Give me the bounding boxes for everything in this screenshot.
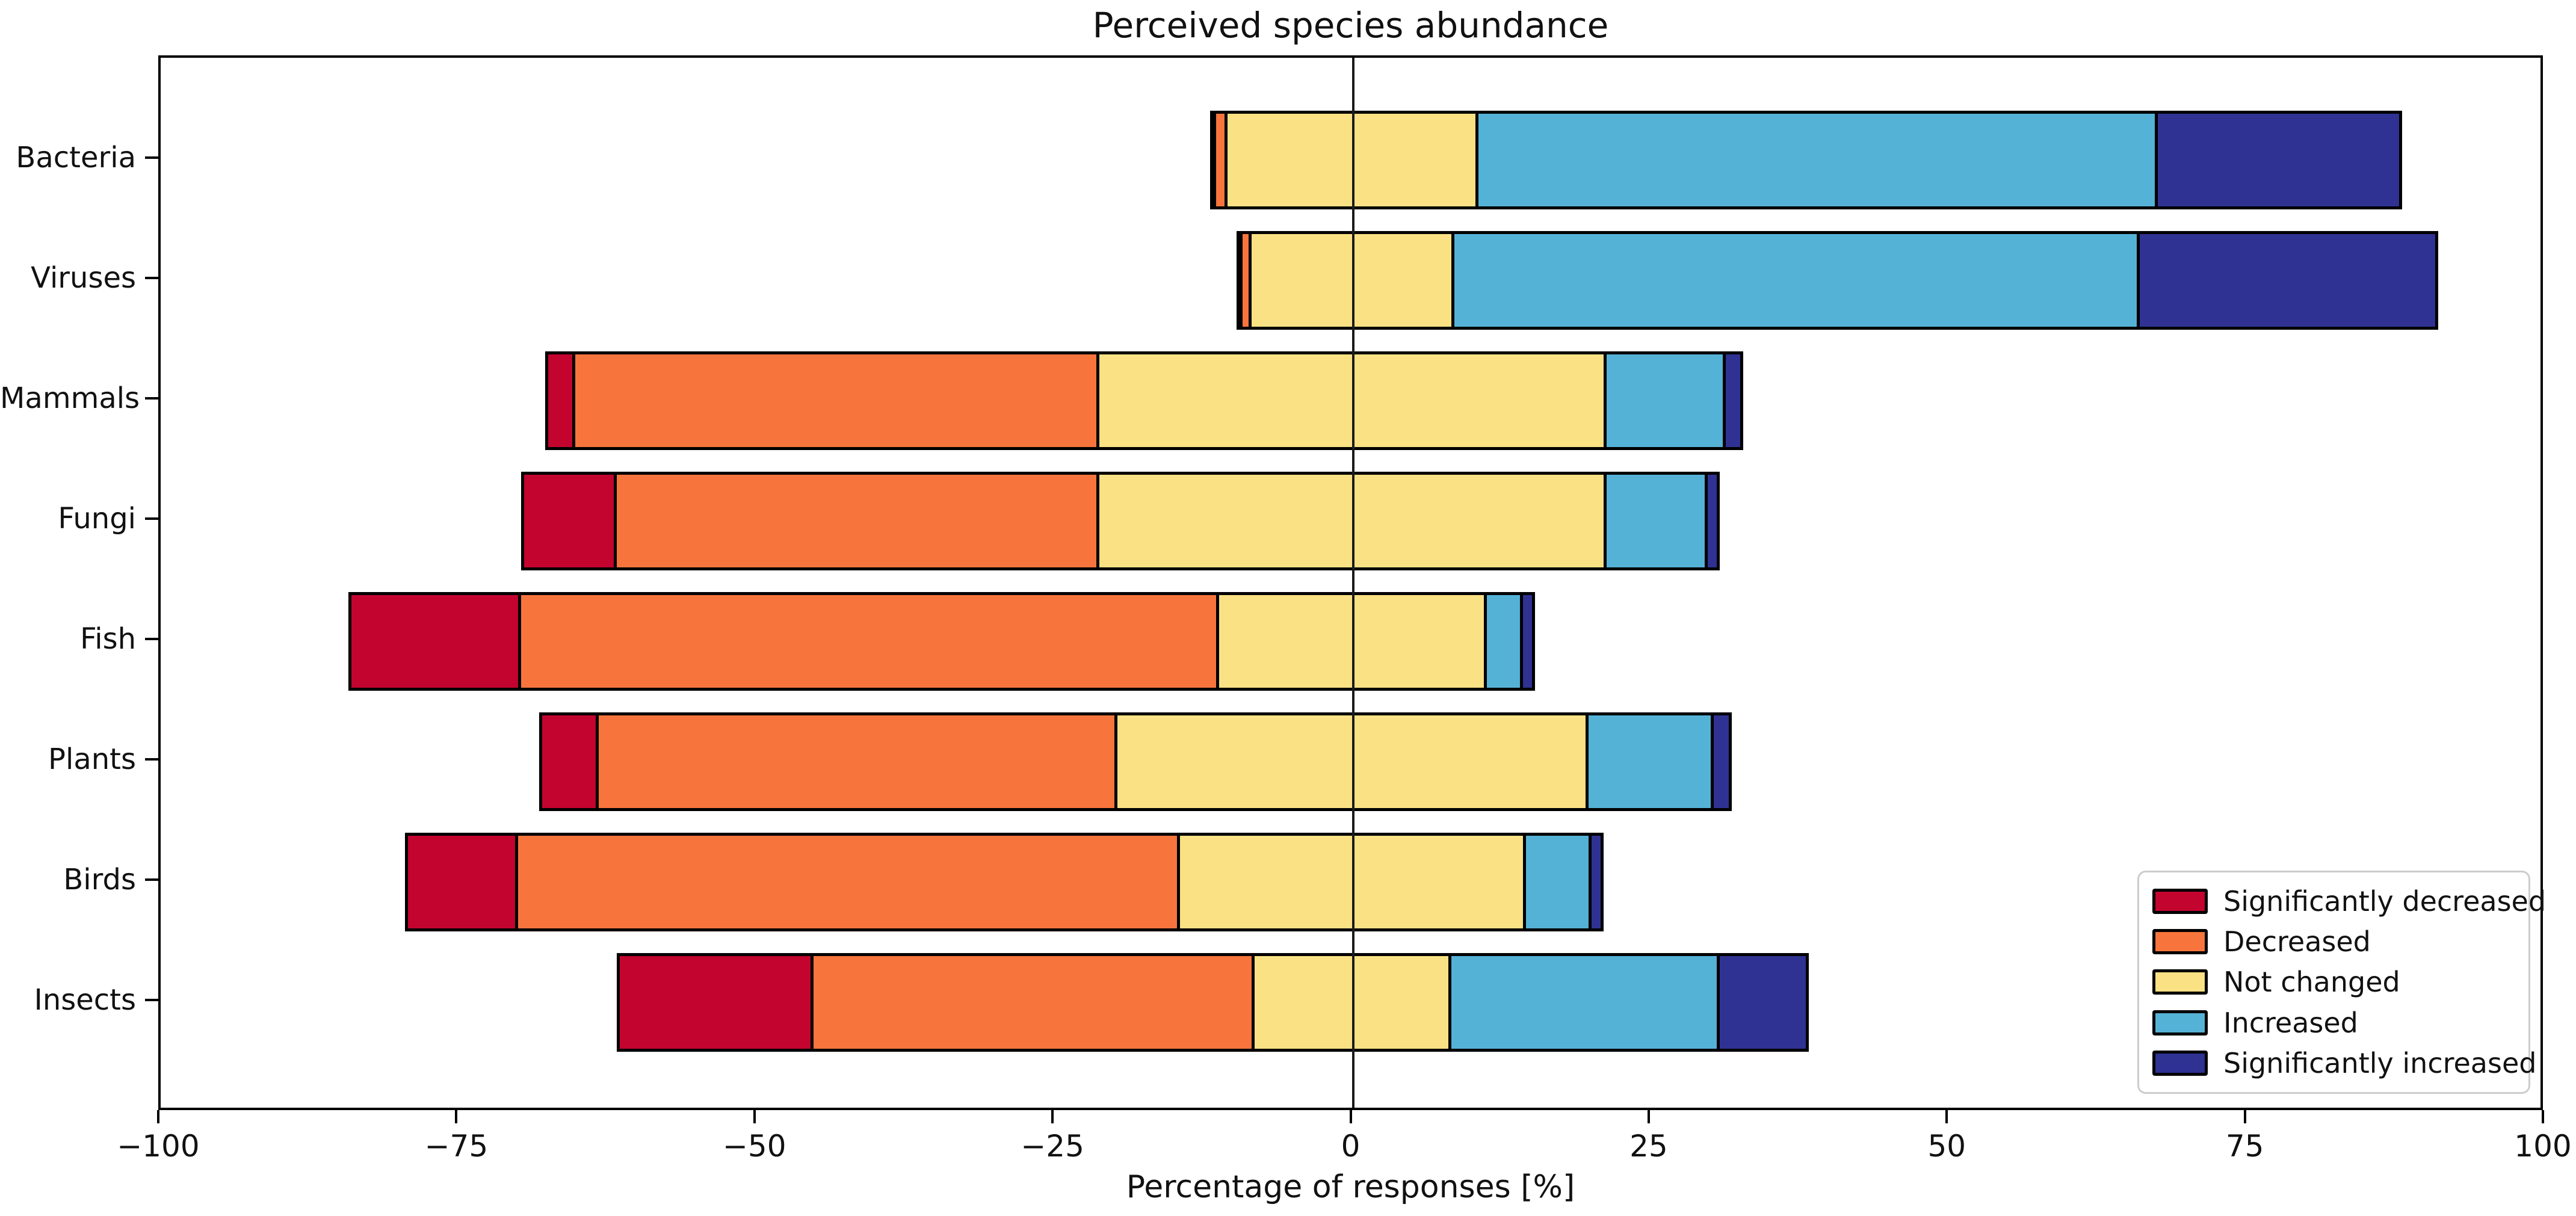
x-tick-label: −25 <box>1021 1129 1084 1164</box>
x-tick-label: 100 <box>2514 1129 2572 1164</box>
x-tick-mark <box>1647 1110 1650 1123</box>
bar-segment-increased <box>1604 351 1726 450</box>
legend-swatch <box>2152 1051 2208 1076</box>
bar-segment-significantly-decreased <box>539 712 599 811</box>
x-tick-label: −100 <box>117 1129 200 1164</box>
y-tick-mark <box>145 517 158 520</box>
bar-segment-decreased <box>811 953 1255 1052</box>
bar-segment-not-changed <box>1177 833 1526 931</box>
bar-segment-decreased <box>518 592 1219 691</box>
bar-segment-significantly-increased <box>1717 953 1809 1052</box>
legend-label: Significantly increased <box>2223 1047 2537 1080</box>
bar-segment-not-changed <box>1096 351 1607 450</box>
bar-segment-significantly-decreased <box>617 953 814 1052</box>
bar-row-fungi <box>161 472 2545 570</box>
x-tick-label: 75 <box>2225 1129 2264 1164</box>
y-tick-mark <box>145 397 158 400</box>
bar-segment-increased <box>1604 472 1708 570</box>
x-tick-mark <box>2542 1110 2544 1123</box>
bar-segment-significantly-increased <box>2137 231 2438 330</box>
bar-row-bacteria <box>161 111 2545 209</box>
legend-swatch <box>2152 929 2208 955</box>
x-tick-label: −75 <box>424 1129 489 1164</box>
legend-swatch <box>2152 1010 2208 1035</box>
bar-row-plants <box>161 712 2545 811</box>
bar-row-viruses <box>161 231 2545 330</box>
legend: Significantly decreased Decreased Not chan… <box>2137 871 2546 1094</box>
bar-segment-significantly-increased <box>1520 592 1535 691</box>
x-tick-label: 0 <box>1341 1129 1361 1164</box>
x-tick-label: 50 <box>1927 1129 1966 1164</box>
x-tick-mark <box>2243 1110 2246 1123</box>
y-tick-mark <box>145 758 158 761</box>
x-tick-mark <box>455 1110 458 1123</box>
x-tick-mark <box>1349 1110 1352 1123</box>
bar-row-birds <box>161 833 2545 931</box>
bar-segment-decreased <box>572 351 1099 450</box>
legend-swatch <box>2152 888 2208 914</box>
legend-label: Not changed <box>2223 966 2400 999</box>
bar-segment-not-changed <box>1249 231 1454 330</box>
y-tick-label-viruses: Viruses <box>31 261 136 295</box>
bar-segment-significantly-decreased <box>545 351 575 450</box>
x-tick-mark <box>1945 1110 1948 1123</box>
legend-entry-significantly-decreased: Significantly decreased <box>2152 885 2546 918</box>
bar-segment-decreased <box>614 472 1099 570</box>
x-tick-mark <box>1051 1110 1054 1123</box>
plot-area <box>158 55 2543 1110</box>
y-tick-label-mammals: Mammals <box>0 381 140 415</box>
bar-segment-not-changed <box>1225 111 1478 209</box>
bar-segment-not-changed <box>1096 472 1607 570</box>
bar-segment-increased <box>1448 953 1720 1052</box>
zero-reference-line <box>1351 58 1354 1108</box>
y-tick-label-bacteria: Bacteria <box>16 141 136 174</box>
bar-segment-significantly-increased <box>1589 833 1604 931</box>
bar-segment-increased <box>1451 231 2140 330</box>
x-tick-label: 25 <box>1629 1129 1668 1164</box>
y-tick-mark <box>145 999 158 1001</box>
y-tick-mark <box>145 638 158 640</box>
x-axis-label: Percentage of responses [%] <box>1126 1169 1575 1205</box>
bar-segment-not-changed <box>1216 592 1487 691</box>
bar-segment-significantly-increased <box>1711 712 1732 811</box>
legend-swatch <box>2152 969 2208 995</box>
bar-segment-not-changed <box>1114 712 1589 811</box>
bar-segment-increased <box>1484 592 1523 691</box>
y-tick-label-plants: Plants <box>48 742 136 776</box>
bar-segment-significantly-decreased <box>348 592 521 691</box>
bar-segment-increased <box>1475 111 2158 209</box>
bar-segment-increased <box>1586 712 1714 811</box>
x-tick-mark <box>157 1110 159 1123</box>
bar-row-fish <box>161 592 2545 691</box>
x-tick-mark <box>753 1110 756 1123</box>
legend-label: Decreased <box>2223 925 2371 958</box>
legend-entry-significantly-increased: Significantly increased <box>2152 1047 2536 1079</box>
bar-segment-not-changed <box>1252 953 1451 1052</box>
bar-segment-significantly-increased <box>1723 351 1743 450</box>
bar-segment-significantly-decreased <box>521 472 617 570</box>
bar-segment-decreased <box>596 712 1117 811</box>
bar-segment-decreased <box>515 833 1180 931</box>
legend-entry-increased: Increased <box>2152 1007 2515 1039</box>
bar-row-mammals <box>161 351 2545 450</box>
x-tick-label: −50 <box>722 1129 786 1164</box>
bar-segment-significantly-increased <box>1705 472 1720 570</box>
chart-title: Perceived species abundance <box>1092 5 1609 46</box>
y-tick-label-birds: Birds <box>63 863 136 897</box>
legend-entry-decreased: Decreased <box>2152 925 2515 958</box>
legend-entry-not-changed: Not changed <box>2152 966 2515 998</box>
bar-segment-increased <box>1523 833 1592 931</box>
y-tick-mark <box>145 156 158 159</box>
y-tick-label-fish: Fish <box>80 622 136 656</box>
legend-label: Significantly decreased <box>2223 884 2547 918</box>
legend-label: Increased <box>2223 1006 2358 1039</box>
y-tick-label-insects: Insects <box>34 983 136 1017</box>
bar-row-insects <box>161 953 2545 1052</box>
bar-segment-significantly-increased <box>2155 111 2402 209</box>
y-tick-label-fungi: Fungi <box>58 502 136 535</box>
bar-segment-significantly-decreased <box>405 833 518 931</box>
y-tick-mark <box>145 878 158 881</box>
y-tick-mark <box>145 277 158 279</box>
